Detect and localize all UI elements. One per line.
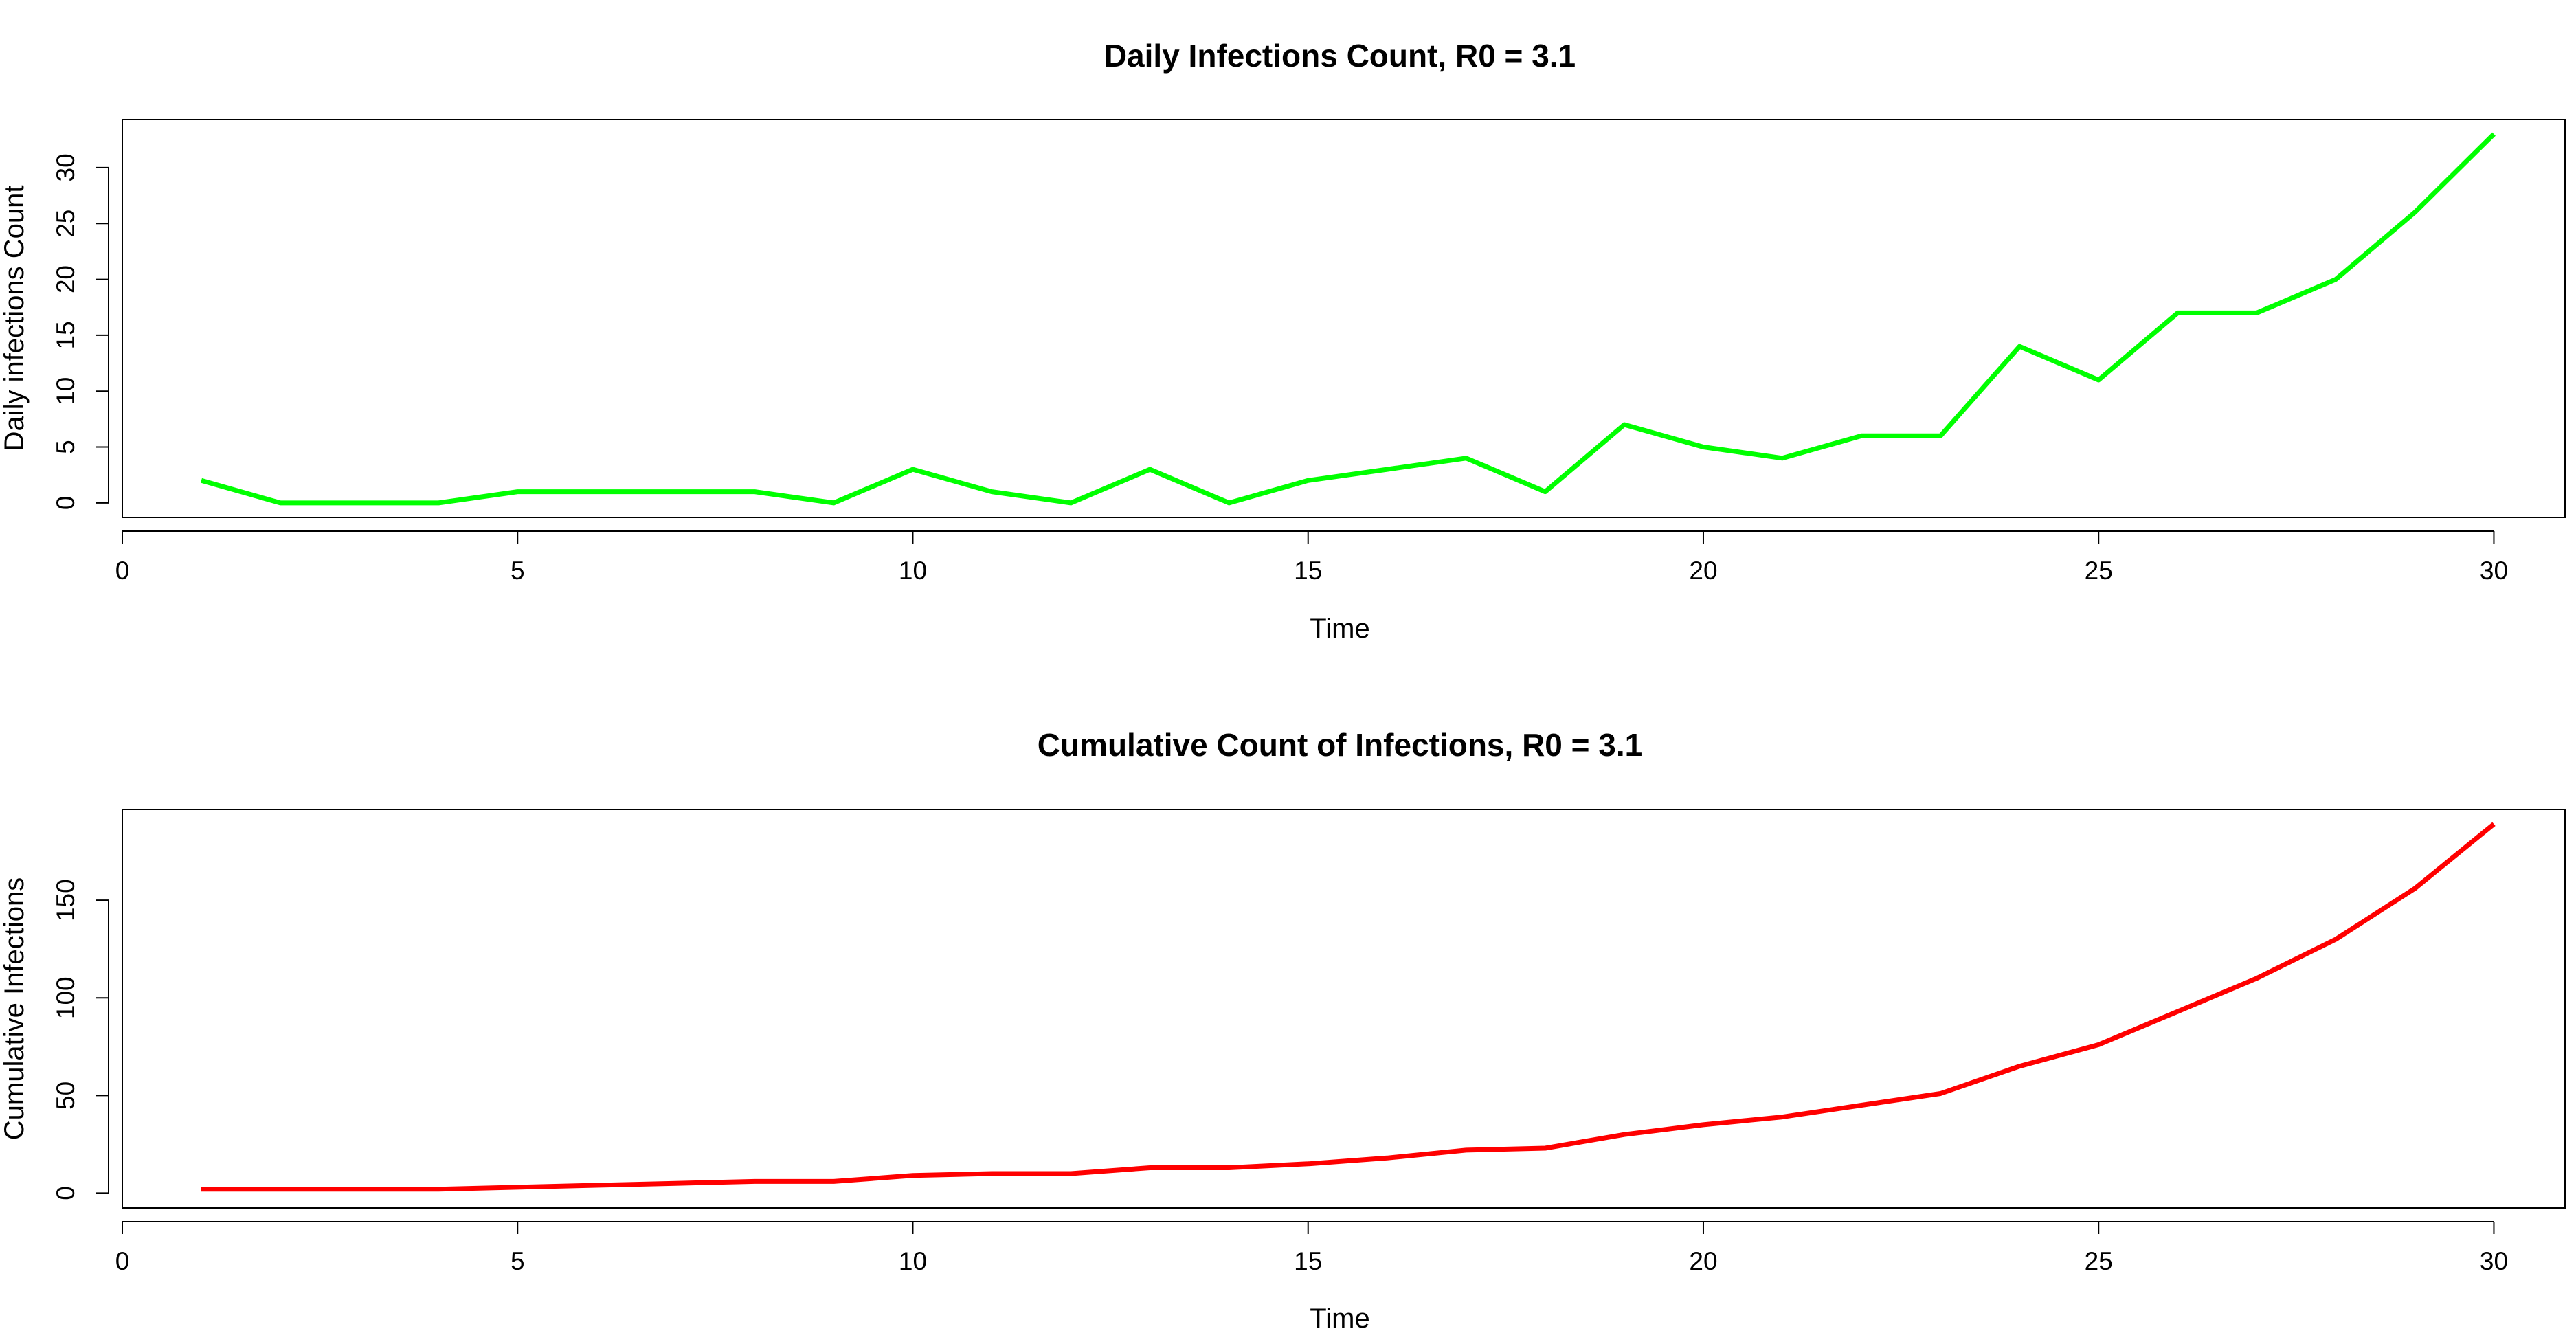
y-axis-title: Cumulative Infections <box>0 877 30 1140</box>
x-tick-label: 5 <box>511 1247 525 1275</box>
x-tick-label: 20 <box>1689 557 1717 585</box>
x-tick-label: 20 <box>1689 1247 1717 1275</box>
y-tick-label: 5 <box>52 440 80 454</box>
y-tick-label: 25 <box>52 210 80 238</box>
x-axis-title: Time <box>1310 1303 1369 1334</box>
x-tick-label: 0 <box>115 557 130 585</box>
y-tick-label: 150 <box>52 879 80 921</box>
chart-title: Cumulative Count of Infections, R0 = 3.1 <box>1038 727 1643 763</box>
x-axis-title: Time <box>1310 614 1369 644</box>
x-tick-label: 5 <box>511 557 525 585</box>
cumulative-infections-panel: Cumulative Count of Infections, R0 = 3.1… <box>0 727 2565 1334</box>
x-tick-label: 15 <box>1294 557 1322 585</box>
x-tick-label: 30 <box>2480 1247 2508 1275</box>
data-series-line <box>201 134 2494 503</box>
y-tick-label: 100 <box>52 976 80 1019</box>
y-tick-label: 0 <box>52 1186 80 1200</box>
y-tick-label: 15 <box>52 321 80 349</box>
y-tick-label: 0 <box>52 496 80 511</box>
plot-frame <box>122 120 2565 517</box>
x-tick-label: 10 <box>899 557 927 585</box>
x-tick-label: 15 <box>1294 1247 1322 1275</box>
y-tick-label: 50 <box>52 1082 80 1110</box>
x-tick-label: 30 <box>2480 557 2508 585</box>
y-tick-label: 10 <box>52 377 80 405</box>
x-tick-label: 0 <box>115 1247 130 1275</box>
y-tick-label: 20 <box>52 265 80 293</box>
daily-infections-panel: Daily Infections Count, R0 = 3.1 Time Da… <box>0 38 2565 644</box>
x-tick-label: 10 <box>899 1247 927 1275</box>
y-axis-title: Daily infections Count <box>0 186 30 451</box>
x-tick-label: 25 <box>2085 557 2113 585</box>
data-series-line <box>201 824 2494 1189</box>
y-tick-label: 30 <box>52 153 80 181</box>
plot-frame <box>122 809 2565 1208</box>
x-tick-label: 25 <box>2085 1247 2113 1275</box>
chart-title: Daily Infections Count, R0 = 3.1 <box>1104 38 1576 74</box>
